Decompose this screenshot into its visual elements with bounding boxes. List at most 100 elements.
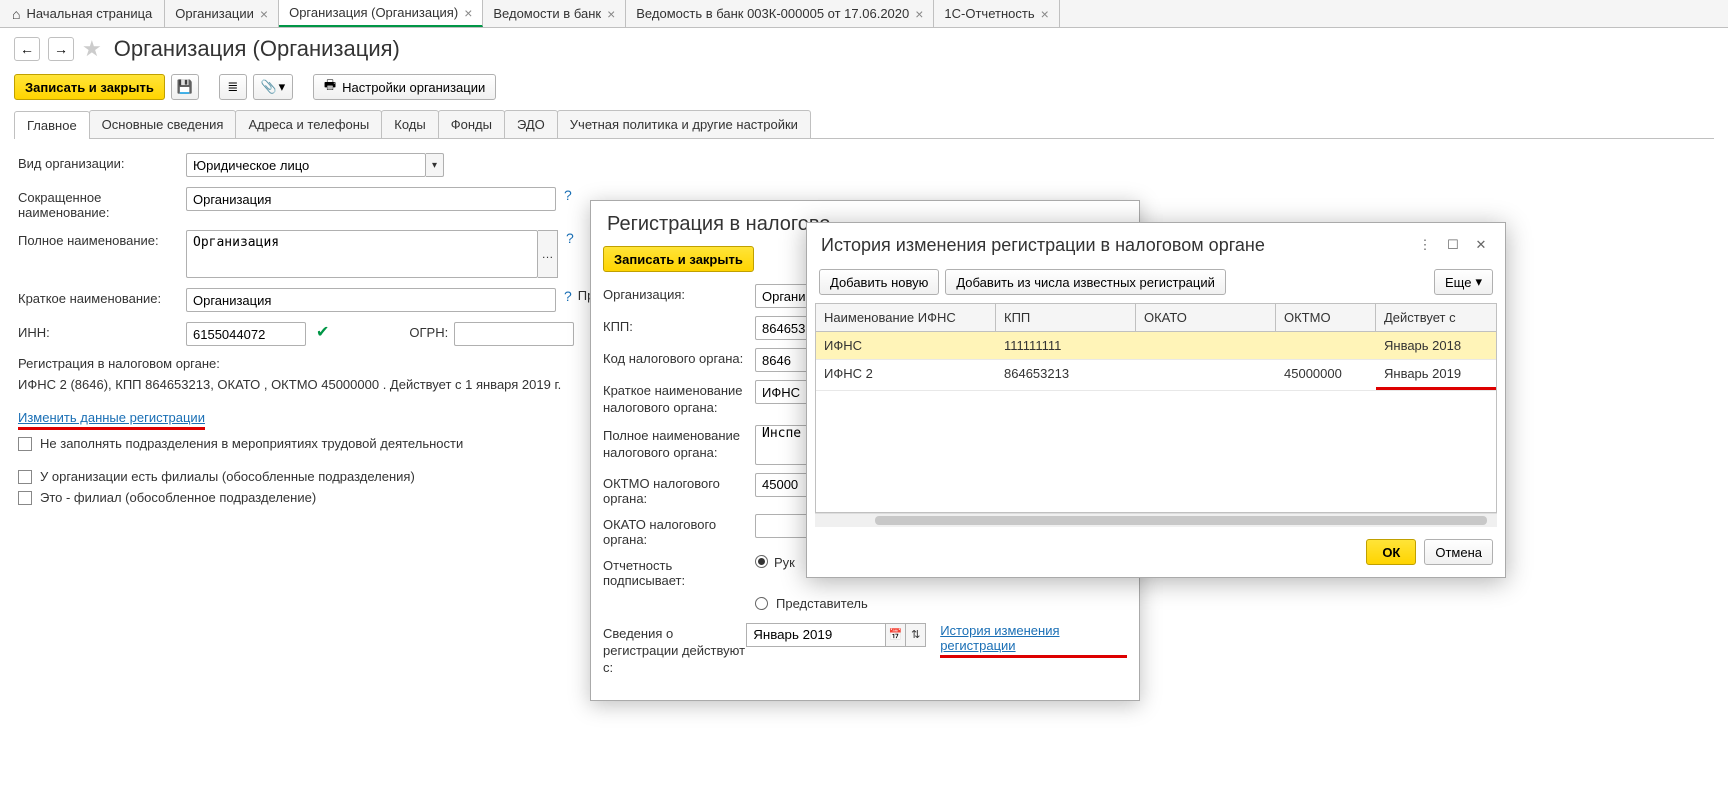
org-type-dropdown[interactable]: ▾ [426, 153, 444, 177]
attach-button[interactable]: 📎▾ [253, 74, 293, 100]
ok-button[interactable]: ОК [1366, 539, 1416, 565]
tab-home[interactable]: ⌂ Начальная страница [0, 0, 165, 27]
main-toolbar: Записать и закрыть 💾 ≣ 📎▾ 🖶Настройки орг… [0, 70, 1728, 104]
stab-main[interactable]: Главное [14, 111, 90, 139]
m1-valid-input[interactable] [746, 623, 886, 647]
add-known-button[interactable]: Добавить из числа известных регистраций [945, 269, 1226, 295]
nav-forward-button[interactable]: → [48, 37, 74, 61]
radio-representative[interactable] [755, 597, 768, 610]
calendar-icon[interactable]: 📅 [886, 623, 906, 647]
help-icon[interactable]: ? [564, 187, 572, 203]
m1-org-label: Организация: [603, 284, 755, 302]
save-button[interactable]: 💾 [171, 74, 199, 100]
kebab-icon[interactable]: ⋮ [1413, 233, 1437, 257]
td-okato [1136, 360, 1276, 390]
stab-addresses[interactable]: Адреса и телефоны [235, 110, 382, 138]
close-icon[interactable]: × [464, 5, 472, 21]
th-okato[interactable]: ОКАТО [1136, 304, 1276, 331]
cb-no-subdivisions[interactable] [18, 437, 32, 451]
table-row[interactable]: ИФНС 111111111 Январь 2018 [816, 332, 1496, 360]
stab-accounting[interactable]: Учетная политика и другие настройки [557, 110, 811, 138]
org-type-input[interactable] [186, 153, 426, 177]
short-name-input[interactable] [186, 187, 556, 211]
m1-okato-label: ОКАТО налогового органа: [603, 514, 755, 547]
modal2-title: История изменения регистрации в налогово… [821, 235, 1409, 256]
cancel-button[interactable]: Отмена [1424, 539, 1493, 565]
close-icon[interactable]: × [915, 6, 923, 22]
table-row[interactable]: ИФНС 2 864653213 45000000 Январь 2019 [816, 360, 1496, 391]
cb-has-branches[interactable] [18, 470, 32, 484]
close-icon[interactable]: × [260, 6, 268, 22]
m1-short-label: Краткое наименование налогового органа: [603, 380, 755, 417]
org-type-label: Вид организации: [18, 153, 186, 171]
td-name: ИФНС 2 [816, 360, 996, 390]
short-name-label: Сокращенное наименование: [18, 187, 186, 220]
help-icon[interactable]: ? [564, 288, 572, 304]
tab-bank-registers[interactable]: Ведомости в банк × [483, 0, 626, 27]
list-button[interactable]: ≣ [219, 74, 247, 100]
change-reg-link[interactable]: Изменить данные регистрации [18, 410, 205, 425]
radio1-label: Рук [774, 555, 795, 570]
td-oktmo [1276, 332, 1376, 359]
full-name-ellipsis[interactable]: … [538, 230, 558, 278]
tab-label: Ведомости в банк [493, 6, 601, 21]
th-oktmo[interactable]: ОКТМО [1276, 304, 1376, 331]
full-name-input[interactable]: Организация [186, 230, 538, 278]
cb2-label: У организации есть филиалы (обособленные… [40, 469, 415, 484]
horizontal-scrollbar[interactable] [815, 513, 1497, 527]
stab-funds[interactable]: Фонды [438, 110, 505, 138]
add-new-button[interactable]: Добавить новую [819, 269, 939, 295]
tab-label: Организации [175, 6, 254, 21]
nav-back-button[interactable]: ← [14, 37, 40, 61]
full-name-label: Полное наименование: [18, 230, 186, 248]
history-link[interactable]: История изменения регистрации [940, 623, 1059, 653]
close-icon[interactable]: × [1041, 6, 1049, 22]
tab-home-label: Начальная страница [26, 6, 152, 21]
chevron-down-icon: ▾ [279, 79, 286, 95]
th-valid[interactable]: Действует с [1376, 304, 1496, 331]
help-icon[interactable]: ? [566, 230, 574, 246]
stab-edo[interactable]: ЭДО [504, 110, 558, 138]
td-valid: Январь 2018 [1376, 332, 1496, 359]
attach-icon: 📎 [260, 79, 276, 95]
favorite-star-icon[interactable]: ★ [82, 36, 102, 62]
m1-signs-label: Отчетность подписывает: [603, 555, 755, 588]
m1-oktmo-label: ОКТМО налогового органа: [603, 473, 755, 506]
maximize-icon[interactable]: ☐ [1441, 233, 1465, 257]
list-icon: ≣ [227, 79, 238, 95]
th-name[interactable]: Наименование ИФНС [816, 304, 996, 331]
stab-codes[interactable]: Коды [381, 110, 438, 138]
title-bar: ← → ★ Организация (Организация) [0, 28, 1728, 70]
home-icon: ⌂ [12, 6, 20, 22]
tab-organization[interactable]: Организация (Организация) × [279, 0, 483, 27]
th-kpp[interactable]: КПП [996, 304, 1136, 331]
cb1-label: Не заполнять подразделения в мероприятия… [40, 436, 463, 451]
td-kpp: 864653213 [996, 360, 1136, 390]
tab-1c-reporting[interactable]: 1С-Отчетность × [934, 0, 1059, 27]
brief-name-input[interactable] [186, 288, 556, 312]
stab-basic[interactable]: Основные сведения [89, 110, 237, 138]
org-settings-label: Настройки организации [342, 80, 485, 95]
radio-director[interactable] [755, 555, 768, 568]
close-icon[interactable]: ✕ [1469, 233, 1493, 257]
m1-full-label: Полное наименование налогового органа: [603, 425, 755, 462]
radio2-label: Представитель [776, 596, 868, 611]
ogrn-input[interactable] [454, 322, 574, 346]
td-name: ИФНС [816, 332, 996, 359]
save-close-button[interactable]: Записать и закрыть [14, 74, 165, 100]
more-button[interactable]: Еще▾ [1434, 269, 1493, 295]
spinner-icon[interactable]: ⇅ [906, 623, 926, 647]
org-settings-button[interactable]: 🖶Настройки организации [313, 74, 496, 100]
inn-input[interactable] [186, 322, 306, 346]
brief-name-label: Краткое наименование: [18, 288, 186, 306]
td-okato [1136, 332, 1276, 359]
modal1-save-close-button[interactable]: Записать и закрыть [603, 246, 754, 272]
m1-kpp-label: КПП: [603, 316, 755, 334]
page-title: Организация (Организация) [114, 36, 400, 62]
more-label: Еще [1445, 275, 1471, 290]
tab-bank-register-doc[interactable]: Ведомость в банк 003К-000005 от 17.06.20… [626, 0, 934, 27]
cb-is-branch[interactable] [18, 491, 32, 505]
close-icon[interactable]: × [607, 6, 615, 22]
td-kpp: 111111111 [996, 332, 1136, 359]
tab-organizations[interactable]: Организации × [165, 0, 279, 27]
